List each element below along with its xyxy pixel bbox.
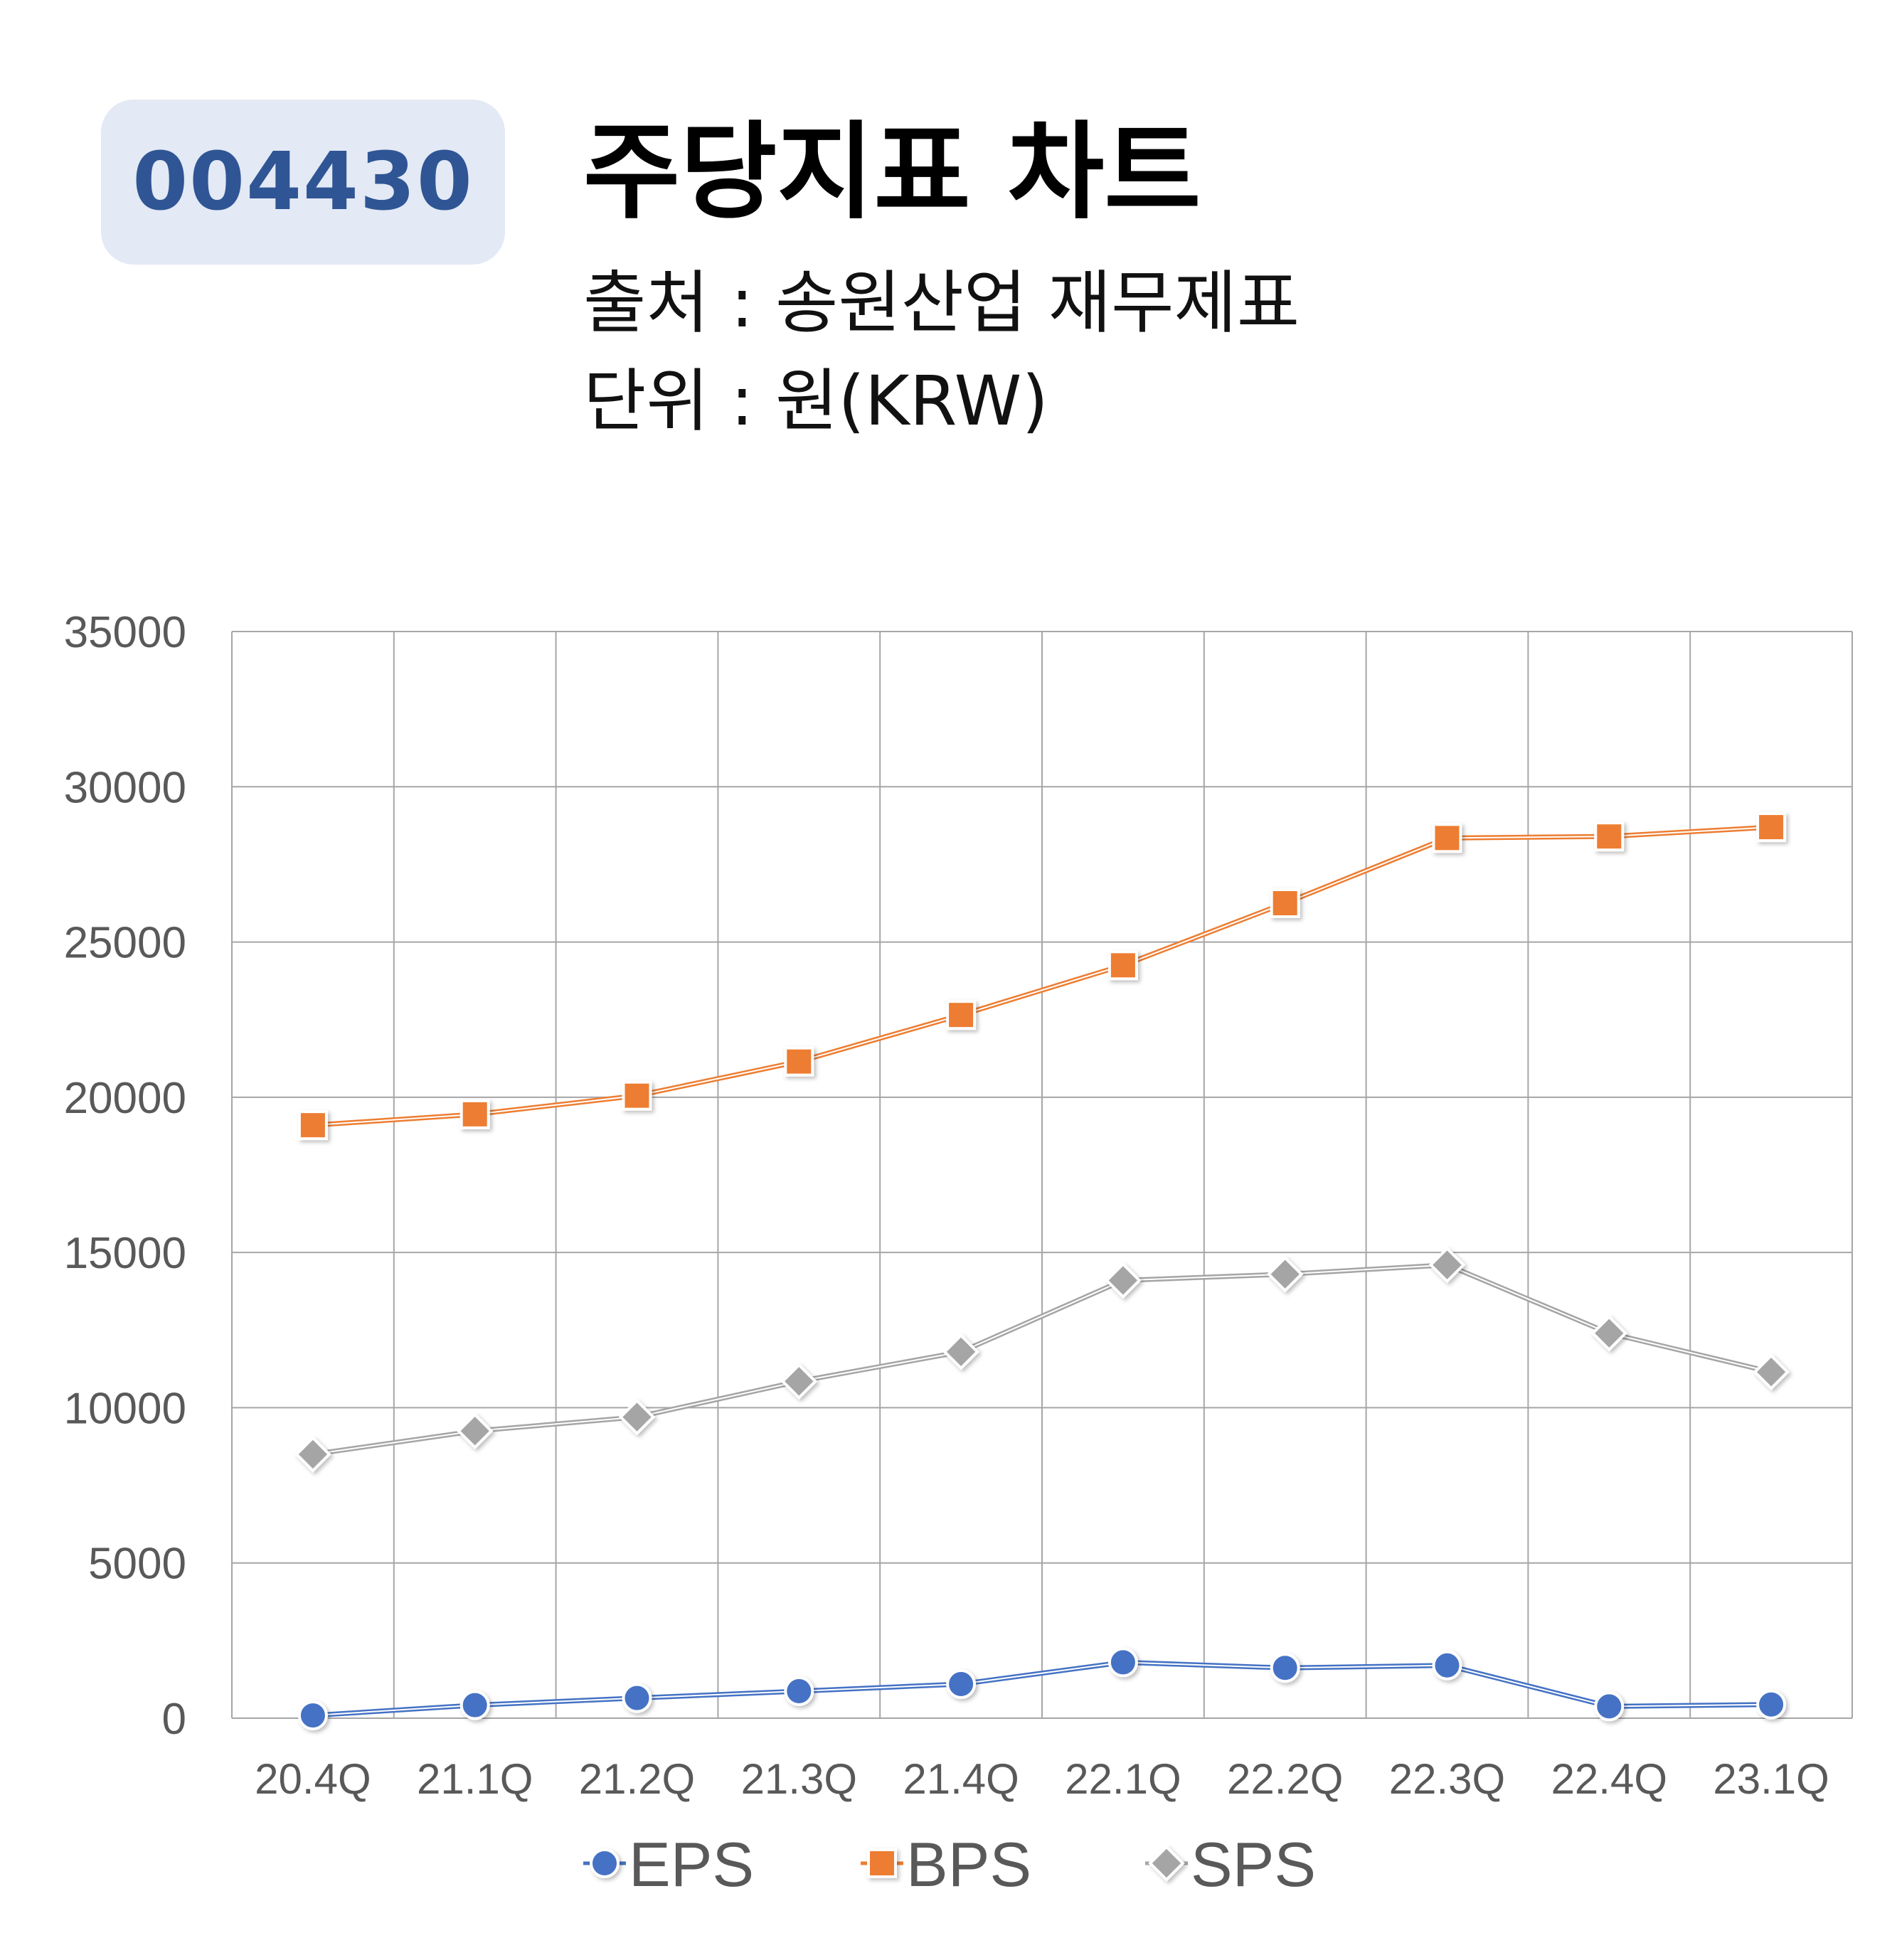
bps-point (1432, 823, 1462, 853)
ticker-code: 004430 (132, 136, 474, 228)
bps-point (297, 1110, 328, 1141)
bps-point (622, 1080, 652, 1111)
sps-point (1266, 1255, 1304, 1293)
x-tick-label: 22.1Q (1065, 1755, 1181, 1803)
eps-point (1107, 1647, 1138, 1678)
chart-title: 주당지표 차트 (583, 111, 1201, 233)
sps-point (456, 1412, 494, 1449)
y-tick-label: 20000 (64, 1074, 186, 1123)
eps-point (622, 1683, 652, 1713)
source-note: 출처 : 송원산업 재무제표 (583, 263, 1300, 343)
legend: EPS BPS SPS (583, 1829, 1316, 1900)
x-tick-label: 20.4Q (255, 1755, 371, 1803)
bps-point (459, 1099, 490, 1129)
y-tick-label: 0 (162, 1695, 186, 1744)
sps-point (618, 1398, 656, 1436)
axes: 0 5000 10000 15000 20000 25000 30000 35000 20.4Q… (64, 608, 1829, 1803)
x-tick-label: 21.1Q (417, 1755, 533, 1803)
eps-point (784, 1676, 814, 1707)
legend-sps-marker (1148, 1845, 1185, 1882)
eps-line-core (312, 1661, 1772, 1717)
y-tick-label: 25000 (64, 919, 186, 968)
legend-eps-label: EPS (629, 1829, 754, 1900)
x-tick-label: 23.1Q (1713, 1755, 1829, 1803)
sps-point (1105, 1262, 1142, 1299)
eps-point (1432, 1650, 1462, 1681)
x-tick-label: 21.2Q (579, 1755, 695, 1803)
legend-sps-label: SPS (1191, 1829, 1316, 1900)
x-tick-label: 21.3Q (741, 1755, 857, 1803)
x-tick-label: 22.3Q (1389, 1755, 1505, 1803)
y-tick-label: 5000 (88, 1540, 186, 1589)
y-tick-label: 35000 (64, 608, 186, 657)
x-tick-label: 22.2Q (1227, 1755, 1343, 1803)
bps-point (1107, 950, 1138, 981)
eps-point (946, 1668, 977, 1699)
eps-point (1756, 1689, 1787, 1720)
series (294, 812, 1790, 1731)
sps-point (294, 1436, 331, 1473)
bps-point (1756, 812, 1787, 843)
sps-point (942, 1333, 979, 1370)
legend-eps-marker (590, 1848, 620, 1878)
x-tick-label: 22.4Q (1551, 1755, 1667, 1803)
sps-point (1753, 1353, 1790, 1391)
eps-point (1594, 1691, 1625, 1722)
sps-point (1590, 1314, 1628, 1352)
sps-point (780, 1363, 818, 1400)
y-tick-label: 15000 (64, 1229, 186, 1278)
bps-point (1270, 888, 1300, 918)
x-tick-label: 21.4Q (903, 1755, 1019, 1803)
y-tick-label: 10000 (64, 1384, 186, 1433)
grid (231, 631, 1853, 1719)
sps-point (1428, 1246, 1466, 1284)
eps-point (1270, 1653, 1300, 1683)
bps-line-core (312, 826, 1772, 1127)
bps-point (946, 1000, 977, 1030)
eps-point (297, 1700, 328, 1731)
eps-point (459, 1690, 490, 1720)
bps-point (784, 1046, 814, 1077)
sps-line-core (312, 1264, 1772, 1455)
legend-bps-marker (867, 1848, 897, 1878)
ticker-badge: 004430 (101, 100, 505, 265)
legend-bps-label: BPS (906, 1829, 1031, 1900)
bps-point (1594, 821, 1625, 852)
y-tick-label: 30000 (64, 763, 186, 812)
unit-note: 단위 : 원(KRW) (583, 361, 1048, 441)
